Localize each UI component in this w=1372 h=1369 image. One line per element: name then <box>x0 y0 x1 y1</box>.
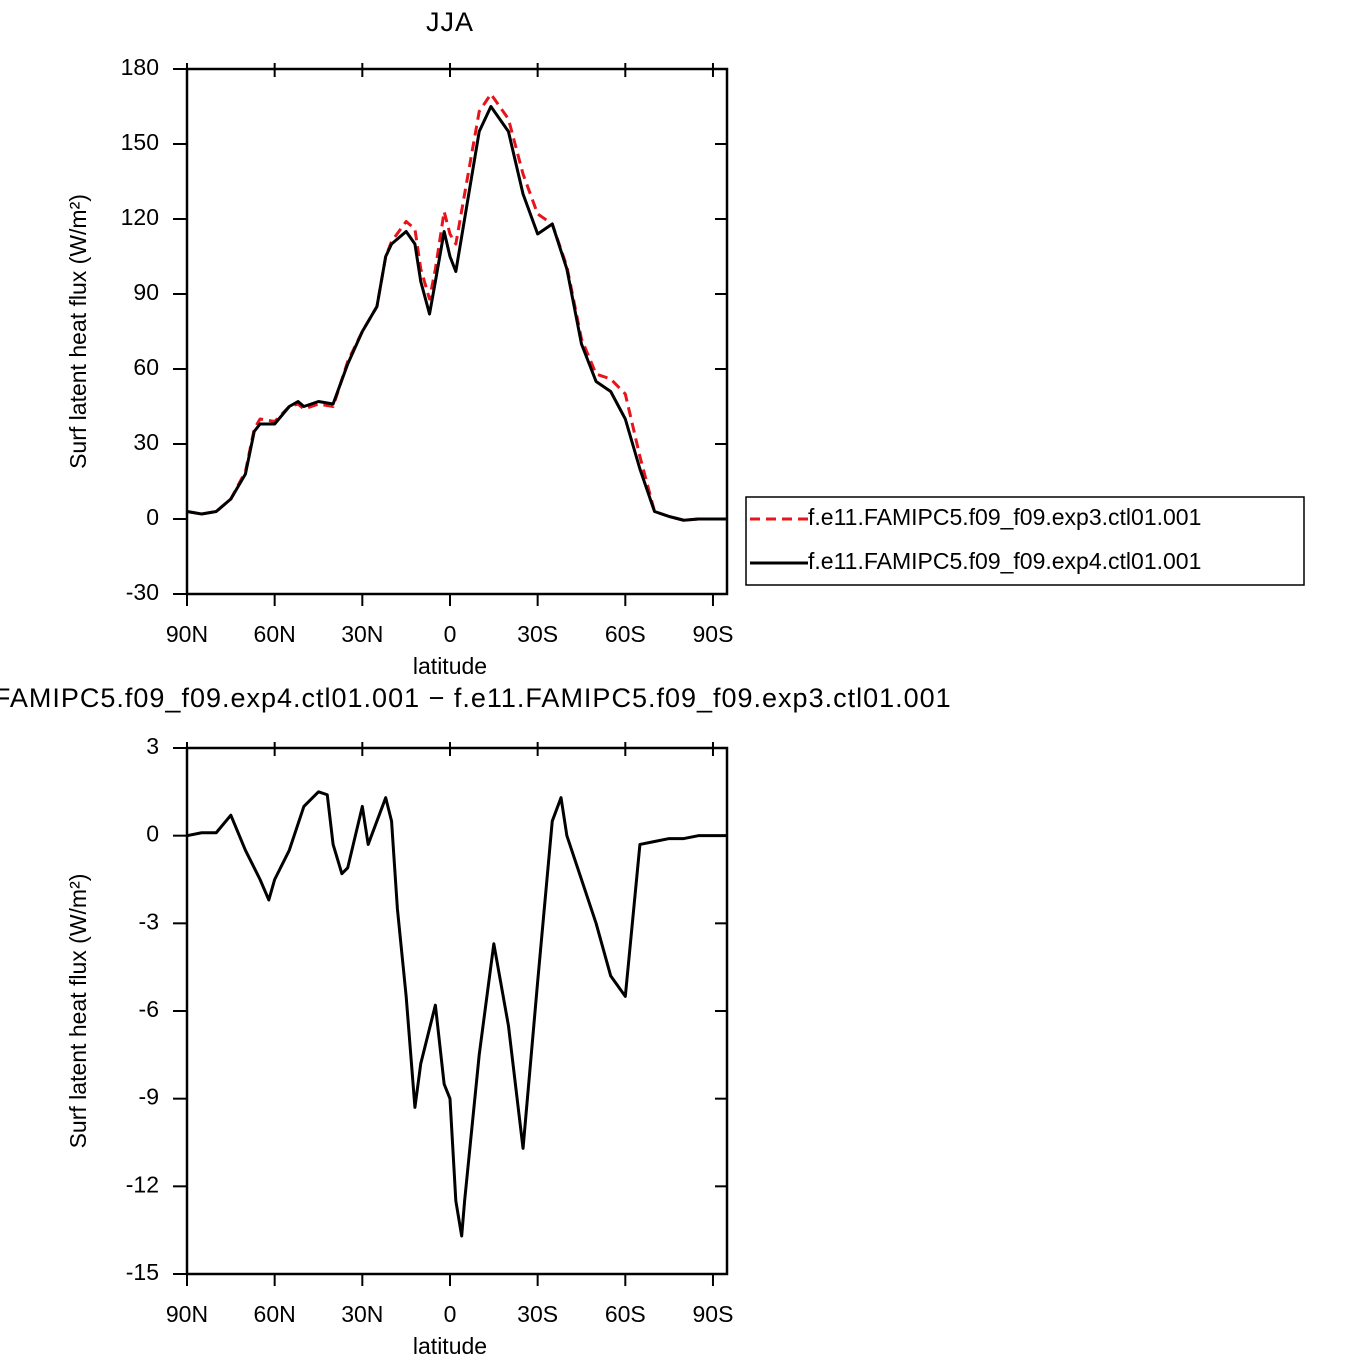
data-line <box>186 92 728 522</box>
data-line <box>186 105 728 522</box>
y-tick-label: -6 <box>139 996 159 1022</box>
y-tick-label: 120 <box>121 204 159 230</box>
legend-box <box>745 496 1305 586</box>
x-tick-label: 30N <box>341 1301 383 1327</box>
data-line <box>186 790 728 1238</box>
x-tick-label: 30S <box>517 621 558 647</box>
x-tick-label: 60N <box>254 1301 296 1327</box>
x-tick-label: 90N <box>166 621 208 647</box>
x-tick-label: 60S <box>605 1301 646 1327</box>
x-tick-label: 0 <box>444 1301 457 1327</box>
x-tick-label: 90S <box>693 1301 734 1327</box>
y-axis-label: Surf latent heat flux (W/m²) <box>65 194 91 469</box>
chart-title: f.e11.FAMIPC5.f09_f09.exp4.ctl01.001 − f… <box>0 683 952 713</box>
y-tick-label: -30 <box>126 579 159 605</box>
x-tick-label: 90S <box>693 621 734 647</box>
x-tick-label: 30S <box>517 1301 558 1327</box>
y-tick-label: -15 <box>126 1259 159 1285</box>
x-axis-label: latitude <box>413 653 487 679</box>
legend-label: f.e11.FAMIPC5.f09_f09.exp3.ctl01.001 <box>808 504 1201 530</box>
y-tick-label: 90 <box>133 279 159 305</box>
x-tick-label: 30N <box>341 621 383 647</box>
x-axis-label: latitude <box>413 1333 487 1359</box>
x-tick-label: 60N <box>254 621 296 647</box>
y-axis-label: Surf latent heat flux (W/m²) <box>65 874 91 1149</box>
chart-title: JJA <box>426 7 474 37</box>
y-tick-label: -9 <box>139 1084 159 1110</box>
y-tick-label: 0 <box>146 821 159 847</box>
plot-frame <box>185 746 729 1276</box>
plot-frame <box>185 67 729 596</box>
legend-label: f.e11.FAMIPC5.f09_f09.exp4.ctl01.001 <box>808 548 1201 574</box>
y-tick-label: 0 <box>146 504 159 530</box>
y-tick-label: 30 <box>133 429 159 455</box>
y-tick-label: 3 <box>146 733 159 759</box>
y-tick-label: -12 <box>126 1171 159 1197</box>
y-tick-label: 60 <box>133 354 159 380</box>
y-tick-label: -3 <box>139 908 159 934</box>
y-tick-label: 180 <box>121 54 159 80</box>
y-tick-label: 150 <box>121 129 159 155</box>
x-tick-label: 90N <box>166 1301 208 1327</box>
x-tick-label: 60S <box>605 621 646 647</box>
x-tick-label: 0 <box>444 621 457 647</box>
